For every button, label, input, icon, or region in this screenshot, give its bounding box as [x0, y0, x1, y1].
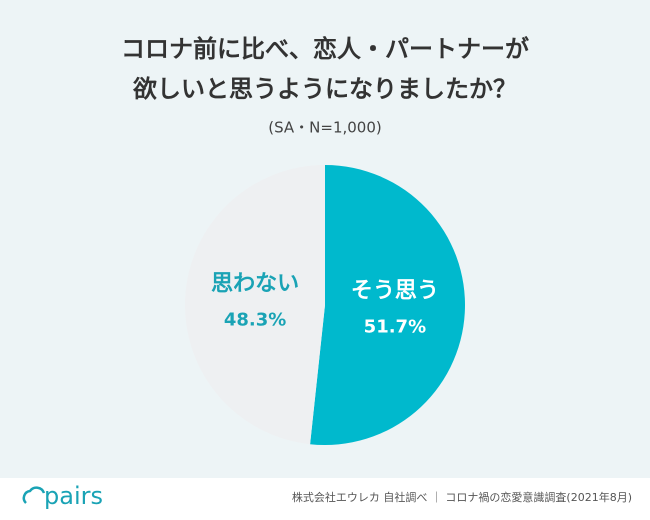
logo: pairs [44, 482, 103, 510]
chart-title: 欲しいと思うようになりましたか？ [132, 75, 517, 103]
logo-icon [22, 486, 46, 504]
slice-label: そう思う [351, 279, 439, 304]
value-label: 48.3% [224, 309, 286, 330]
slice-label: 思わない [211, 271, 299, 296]
value-label: 51.7% [364, 317, 426, 338]
pie-slice [310, 165, 465, 446]
footer-background [0, 478, 650, 520]
source: 株式会社エウレカ 自社調べ ｜ コロナ禍の恋愛意識調査(2021年8月) [292, 490, 632, 504]
pie-slice [184, 165, 325, 445]
chart-subtitle: (SA・N=1,000) [268, 119, 382, 137]
chart-title: コロナ前に比べ、恋人・パートナーが [121, 35, 529, 63]
